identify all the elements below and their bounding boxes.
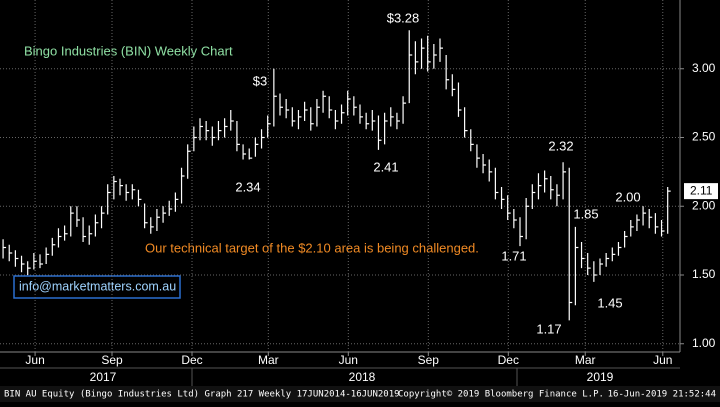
footer-bar <box>0 386 720 402</box>
comment: Our technical target of the $2.10 area i… <box>145 240 479 255</box>
annotation: 1.71 <box>501 248 526 263</box>
x-tick-label: Jun <box>25 353 44 367</box>
year-label: 2018 <box>349 370 376 384</box>
year-label: 2017 <box>90 370 117 384</box>
contact: info@marketmatters.com.au <box>19 279 176 293</box>
last-price-box <box>684 183 718 200</box>
annotation: 2.00 <box>615 189 640 204</box>
contact-box <box>13 275 181 299</box>
year-label: 2019 <box>587 370 614 384</box>
x-tick-label: Jun <box>339 353 358 367</box>
x-tick-label: Dec <box>181 353 202 367</box>
x-tick-label: Mar <box>575 353 596 367</box>
annotation: 1.45 <box>597 295 622 310</box>
x-tick-label: Mar <box>258 353 279 367</box>
y-tick-label: 2.50 <box>692 130 716 144</box>
annotation: $3 <box>253 73 267 88</box>
annotation: 2.32 <box>548 138 573 153</box>
x-tick-label: Sep <box>101 353 123 367</box>
footer-left: BIN AU Equity (Bingo Industries Ltd) Gra… <box>4 390 400 400</box>
y-tick-label: 1.00 <box>692 336 716 350</box>
footer-center: Copyright© 2019 Bloomberg Finance L.P. <box>398 390 604 400</box>
y-tick-label: 3.00 <box>692 61 716 75</box>
annotation: 2.34 <box>235 179 260 194</box>
y-tick-label: 1.50 <box>692 267 716 281</box>
annotation: 1.17 <box>536 321 561 336</box>
chart-title: Bingo Industries (BIN) Weekly Chart <box>24 43 233 58</box>
annotation: $3.28 <box>387 10 420 25</box>
footer-right: 16-Jun-2019 21:52:44 <box>608 390 716 400</box>
y-tick-label: 2.00 <box>692 198 716 212</box>
annotation: 2.41 <box>373 159 398 174</box>
x-tick-label: Dec <box>498 353 519 367</box>
annotation: 1.85 <box>573 206 598 221</box>
last-price-label: 2.11 <box>690 183 713 197</box>
x-tick-label: Sep <box>418 353 440 367</box>
x-tick-label: Jun <box>653 353 672 367</box>
